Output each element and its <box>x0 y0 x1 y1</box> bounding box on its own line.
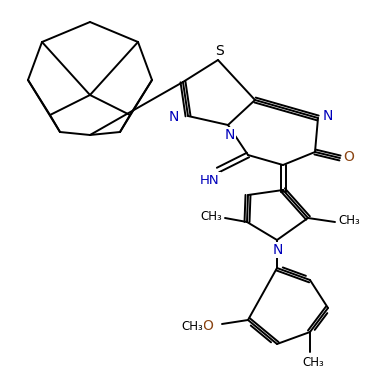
Text: CH₃: CH₃ <box>338 214 360 226</box>
Text: CH₃: CH₃ <box>302 356 324 369</box>
Text: O: O <box>203 319 214 333</box>
Text: CH₃: CH₃ <box>181 320 203 332</box>
Text: S: S <box>215 44 224 58</box>
Text: O: O <box>344 150 355 164</box>
Text: N: N <box>225 128 235 142</box>
Text: N: N <box>169 110 179 124</box>
Text: N: N <box>323 109 333 123</box>
Text: N: N <box>273 243 283 257</box>
Text: HN: HN <box>200 174 220 187</box>
Text: CH₃: CH₃ <box>200 209 222 223</box>
